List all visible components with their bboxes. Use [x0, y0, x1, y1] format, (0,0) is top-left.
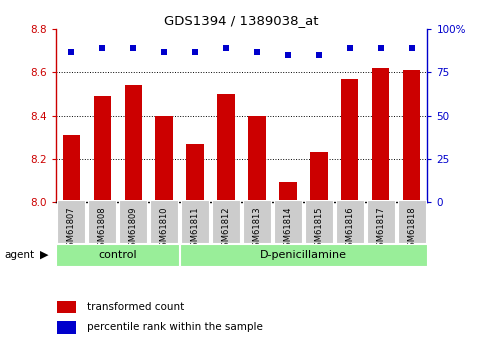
Point [222, 46, 230, 51]
FancyBboxPatch shape [150, 200, 178, 243]
Point [315, 52, 323, 58]
Bar [57, 301, 76, 313]
Bar [248, 116, 266, 202]
Point [346, 46, 354, 51]
Point [377, 46, 385, 51]
Point [284, 52, 292, 58]
Text: GSM61814: GSM61814 [284, 207, 293, 252]
Text: GSM61809: GSM61809 [128, 207, 138, 252]
Bar [280, 183, 297, 202]
Text: GSM61816: GSM61816 [345, 207, 355, 252]
Text: GSM61813: GSM61813 [253, 207, 261, 252]
Text: GSM61810: GSM61810 [159, 207, 169, 252]
Point [129, 46, 137, 51]
FancyBboxPatch shape [305, 200, 333, 243]
Bar [403, 70, 421, 202]
Point [160, 49, 168, 55]
Title: GDS1394 / 1389038_at: GDS1394 / 1389038_at [164, 14, 319, 27]
Text: percentile rank within the sample: percentile rank within the sample [86, 322, 262, 332]
Text: control: control [98, 250, 137, 260]
FancyBboxPatch shape [181, 200, 209, 243]
FancyBboxPatch shape [336, 200, 364, 243]
Point [191, 49, 199, 55]
Bar [341, 79, 358, 202]
Bar [125, 86, 142, 202]
FancyBboxPatch shape [88, 200, 116, 243]
Text: GSM61812: GSM61812 [222, 207, 230, 252]
FancyBboxPatch shape [274, 200, 302, 243]
Point [253, 49, 261, 55]
Bar [217, 94, 235, 202]
Text: GSM61815: GSM61815 [314, 207, 324, 252]
FancyBboxPatch shape [367, 200, 395, 243]
FancyBboxPatch shape [180, 244, 427, 266]
Text: ▶: ▶ [40, 250, 48, 259]
Point [67, 49, 75, 55]
Bar [57, 321, 76, 334]
FancyBboxPatch shape [56, 244, 179, 266]
FancyBboxPatch shape [398, 200, 426, 243]
Bar [186, 144, 203, 202]
FancyBboxPatch shape [57, 200, 85, 243]
Text: GSM61807: GSM61807 [67, 207, 75, 252]
Point [408, 46, 416, 51]
Text: agent: agent [5, 250, 35, 259]
Bar [156, 116, 172, 202]
FancyBboxPatch shape [243, 200, 271, 243]
Text: transformed count: transformed count [86, 302, 184, 312]
Text: D-penicillamine: D-penicillamine [260, 250, 347, 260]
Point [98, 46, 106, 51]
Bar [62, 135, 80, 202]
Text: GSM61811: GSM61811 [190, 207, 199, 252]
Text: GSM61817: GSM61817 [376, 207, 385, 252]
Text: GSM61808: GSM61808 [98, 207, 107, 252]
Bar [372, 68, 389, 202]
Bar [311, 152, 327, 202]
FancyBboxPatch shape [212, 200, 240, 243]
FancyBboxPatch shape [119, 200, 147, 243]
Bar [94, 96, 111, 202]
Text: GSM61818: GSM61818 [408, 207, 416, 252]
